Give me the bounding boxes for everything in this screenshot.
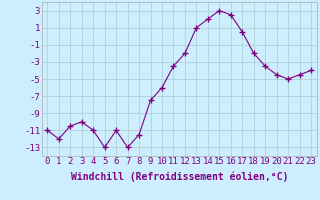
X-axis label: Windchill (Refroidissement éolien,°C): Windchill (Refroidissement éolien,°C) bbox=[70, 172, 288, 182]
